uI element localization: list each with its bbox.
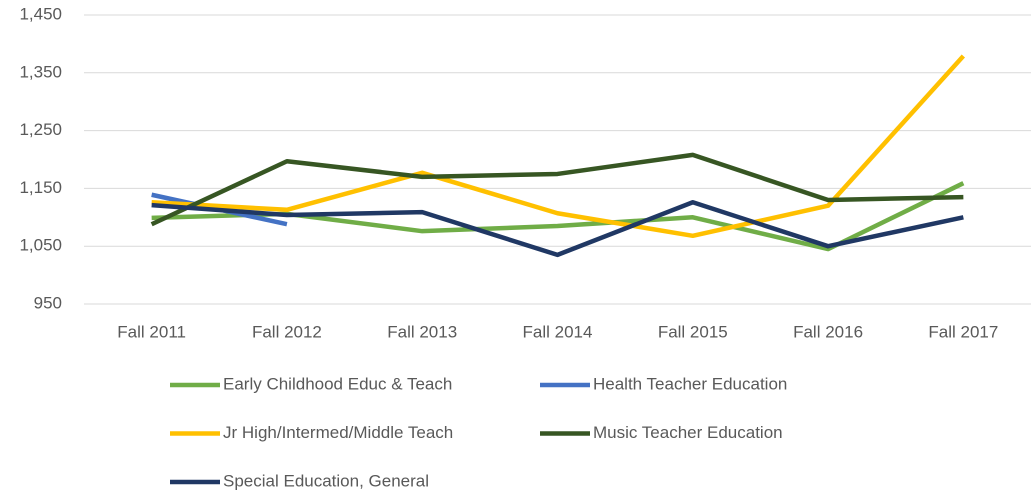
y-tick-label: 950 bbox=[34, 293, 62, 312]
series-line bbox=[151, 200, 964, 258]
y-tick-label: 1,350 bbox=[19, 62, 62, 81]
legend-label: Early Childhood Educ & Teach bbox=[223, 374, 452, 393]
y-tick-label: 1,250 bbox=[19, 120, 62, 139]
x-tick-label: Fall 2016 bbox=[793, 322, 863, 341]
legend-label: Health Teacher Education bbox=[593, 374, 787, 393]
x-tick-label: Fall 2015 bbox=[658, 322, 728, 341]
y-tick-label: 1,450 bbox=[19, 4, 62, 23]
legend-label: Special Education, General bbox=[223, 471, 429, 490]
x-tick-label: Fall 2014 bbox=[523, 322, 593, 341]
x-tick-label: Fall 2012 bbox=[252, 322, 322, 341]
x-tick-label: Fall 2017 bbox=[928, 322, 998, 341]
series-line bbox=[151, 54, 966, 239]
x-tick-label: Fall 2013 bbox=[387, 322, 457, 341]
y-tick-label: 1,150 bbox=[19, 178, 62, 197]
series-line bbox=[150, 152, 964, 227]
legend-label: Jr High/Intermed/Middle Teach bbox=[223, 423, 453, 442]
x-tick-label: Fall 2011 bbox=[117, 322, 186, 341]
y-tick-label: 1,050 bbox=[19, 236, 62, 255]
legend-label: Music Teacher Education bbox=[593, 423, 783, 442]
